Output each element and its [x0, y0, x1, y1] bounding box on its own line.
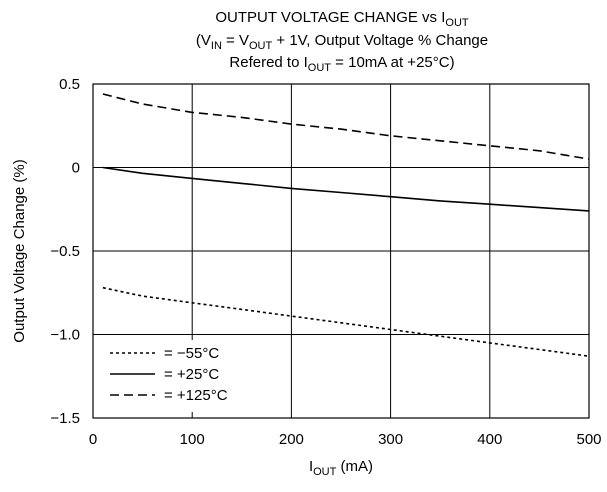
chart-title-line-3: Refered to IOUT = 10mA at +25°C): [229, 54, 454, 74]
chart-title-line-1: OUTPUT VOLTAGE CHANGE vs IOUT: [215, 9, 469, 29]
y-tick-labels: 0.5 0 −0.5 −1.0 −1.5: [50, 76, 80, 427]
legend-background: [100, 340, 258, 412]
x-tick-label: 300: [378, 431, 403, 448]
x-axis-label: IOUT (mA): [309, 458, 373, 478]
grid: [93, 84, 589, 418]
x-tick-label: 200: [279, 431, 304, 448]
x-tick-label: 0: [89, 431, 97, 448]
y-tick-label: −1.5: [50, 410, 80, 427]
x-tick-labels: 0 100 200 300 400 500: [89, 431, 602, 448]
y-axis-label: Output Voltage Change (%): [11, 159, 28, 342]
y-tick-label: 0.5: [59, 76, 80, 93]
y-tick-label: −0.5: [50, 243, 80, 260]
legend-label: = −55°C: [164, 345, 219, 362]
x-tick-label: 100: [180, 431, 205, 448]
y-tick-label: 0: [72, 160, 80, 177]
x-tick-label: 500: [576, 431, 601, 448]
legend-label: = +25°C: [164, 366, 219, 383]
x-tick-label: 400: [477, 431, 502, 448]
series-line-dotted: [102, 286, 590, 357]
legend-label: = +125°C: [164, 387, 228, 404]
y-tick-label: −1.0: [50, 327, 80, 344]
series-line-solid: [102, 166, 590, 212]
chart-title-line-2: (VIN = VOUT + 1V, Output Voltage % Chang…: [196, 32, 488, 52]
legend: = −55°C = +25°C = +125°C: [110, 345, 228, 404]
series-lines: [102, 93, 590, 357]
series-line-dashed: [102, 93, 590, 160]
plot-frame: [92, 83, 590, 419]
